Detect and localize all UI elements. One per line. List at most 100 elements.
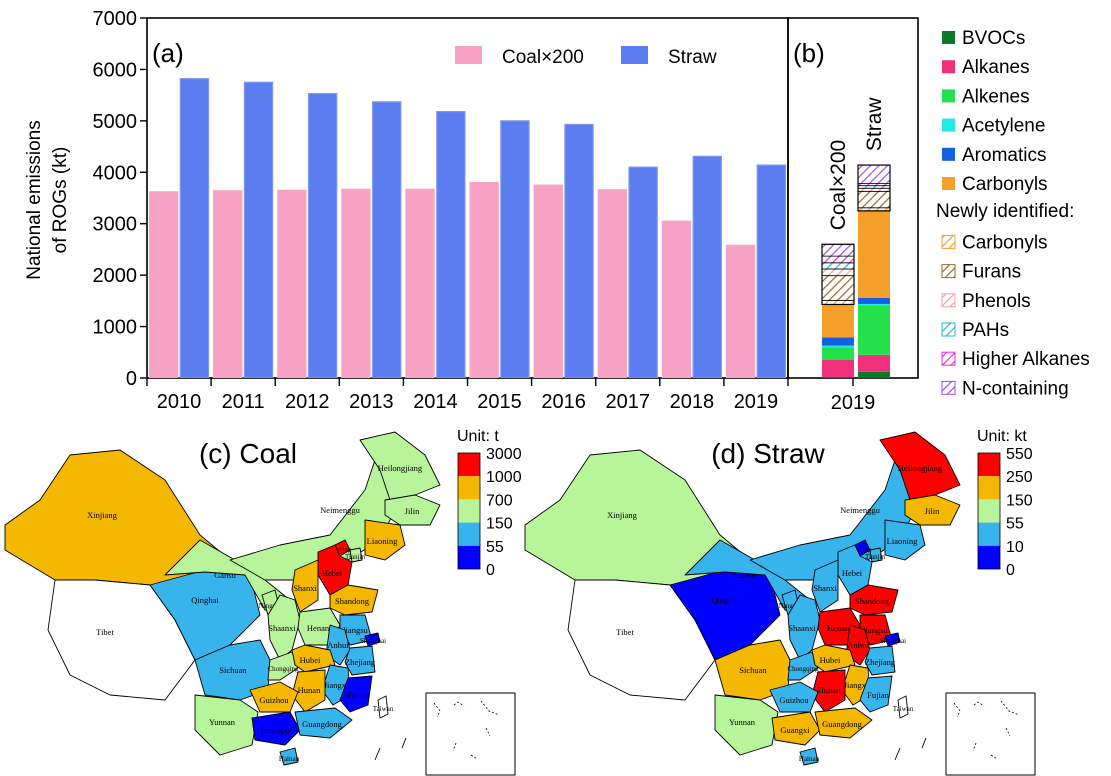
legend-swatch-bvocs [942, 31, 955, 44]
province-fujian [859, 675, 893, 713]
province-guangdong [294, 707, 353, 739]
province-hainan [279, 747, 299, 766]
province-label-taiwan: Taiwan [893, 705, 914, 713]
province-label-gansu: Gansu [734, 570, 756, 580]
province-label-heilongjiang: Heilongjiang [378, 463, 423, 473]
map-legend-swatch [978, 476, 1000, 500]
stack-straw-acetylene [858, 303, 890, 306]
legend-swatch-phenols-new [941, 293, 956, 308]
coast-dash [894, 747, 901, 761]
x-tick-label: 2019 [734, 391, 779, 413]
province-label-yunnan: Yunnan [209, 717, 236, 727]
coast-dash [374, 747, 381, 761]
legend-label-furans-new: Furans [962, 262, 1021, 283]
province-label-tianjin: Tianjin [865, 553, 885, 561]
province-label-guangdong: Guangdong [822, 719, 862, 729]
bar-coalx200-2012 [277, 189, 307, 378]
province-label-hubei: Hubei [300, 655, 321, 665]
legend-swatch-furans-new [941, 264, 956, 279]
panel-letter: (b) [793, 38, 825, 68]
legend-label-n-containing-new: N-containing [962, 378, 1069, 399]
bar-straw-2012 [307, 92, 338, 378]
province-guizhou [249, 681, 299, 713]
province-jiangsu [339, 614, 373, 646]
province-label-hainan: Hainan [279, 755, 300, 763]
bar-straw-2011 [243, 81, 274, 378]
province-hainan [799, 747, 819, 766]
bar-coalx200-2018 [661, 220, 692, 378]
map-unit: Unit: kt [977, 428, 1027, 445]
x-tick-label: 2010 [157, 391, 202, 413]
province-label-jiangxi: Jiangxi [844, 680, 869, 690]
map-legend-label: 0 [486, 562, 495, 579]
map-legend-swatch [458, 545, 480, 569]
stack-straw-n-containing-new [857, 164, 891, 184]
stack-straw-furans-new [857, 190, 891, 209]
map-coal: Xinjiang Tibet Qinghai Gansu Neimenggu Heilon… [4, 428, 522, 776]
province-label-henan: Henan [307, 623, 330, 633]
province-label-jilin: Jilin [925, 506, 940, 516]
map-straw: Xinjiang Tibet Qinghai Gansu Neimenggu Heilon… [524, 428, 1036, 776]
province-label-sichuan: Sichuan [739, 665, 767, 675]
stack-straw-bvocs [858, 371, 890, 378]
province-label-qinghai: Qinghai [191, 595, 219, 605]
province-label-shanghai: Shanghai [360, 637, 386, 645]
province-label-hainan: Hainan [799, 755, 820, 763]
legend-label-coal: Coal×200 [502, 47, 584, 68]
province-label-taiwan: Taiwan [373, 705, 394, 713]
province-heilongjiang [359, 431, 441, 501]
province-shanxi [291, 559, 319, 613]
inset-box [945, 692, 1036, 776]
y-tick-label: 3000 [93, 214, 138, 236]
bar-straw-2018 [692, 155, 722, 378]
map-unit: Unit: t [457, 428, 499, 445]
bar-straw-2014 [436, 110, 466, 378]
province-taiwan [897, 695, 909, 719]
panel-a-frame [146, 17, 789, 379]
legend-swatch-carbonyls [942, 177, 955, 190]
province-guangxi [771, 711, 821, 746]
bar-straw-2019 [756, 164, 787, 378]
stack-coalx200-aromatics [822, 337, 854, 346]
legend-label-higher-alkanes-new: Higher Alkanes [962, 349, 1090, 370]
x-tick-label: 2013 [349, 391, 394, 413]
map-legend-label: 250 [1006, 469, 1033, 486]
province-label-shandong: Shandong [855, 596, 890, 606]
province-fujian [339, 675, 373, 713]
stack-straw-phenols-new [857, 187, 891, 192]
bar-straw-2017 [628, 166, 658, 378]
province-liaoning [364, 519, 406, 561]
province-label-shanxi: Shanxi [813, 583, 837, 593]
map-legend-swatch [978, 545, 1000, 569]
province-label-sichuan: Sichuan [219, 665, 247, 675]
legend-group-title: Newly identified: [936, 201, 1074, 222]
province-guangxi [251, 711, 301, 746]
province-hubei [291, 644, 336, 673]
province-label-zhejiang: Zhejiang [865, 657, 896, 667]
map-legend-label: 55 [486, 539, 504, 556]
province-label-neimenggu: Neimenggu [320, 505, 360, 515]
y-axis-title-line1: National emissions [24, 120, 45, 279]
stack-coalx200-furans-new [821, 275, 855, 301]
province-chongqing [267, 651, 299, 681]
inset-islands [433, 700, 500, 760]
province-label-xinjiang: Xinjiang [87, 510, 117, 520]
province-label-anhui: Anhui [847, 640, 869, 650]
stack-coalx200-bvocs [822, 376, 854, 378]
inset-box [425, 692, 516, 776]
y-tick-label: 1000 [93, 317, 138, 339]
province-label-ningxia: Ningxia [259, 602, 282, 610]
province-label-guizhou: Guizhou [259, 695, 289, 705]
x-tick-label: 2014 [413, 391, 458, 413]
map-legend-label: 3000 [486, 446, 522, 463]
province-tianjin [349, 547, 363, 563]
map-legend-swatch [978, 499, 1000, 523]
legend-label-alkenes: Alkenes [962, 86, 1030, 107]
province-label-guangxi: Guangxi [260, 725, 290, 735]
stack-coalx200-alkenes [822, 347, 854, 360]
legend-swatch-alkenes [942, 89, 955, 103]
category-label-straw: Straw [863, 97, 886, 152]
province-liaoning [884, 519, 926, 561]
stack-coalx200-carbonyls [822, 304, 854, 338]
coast-dash [921, 737, 927, 749]
